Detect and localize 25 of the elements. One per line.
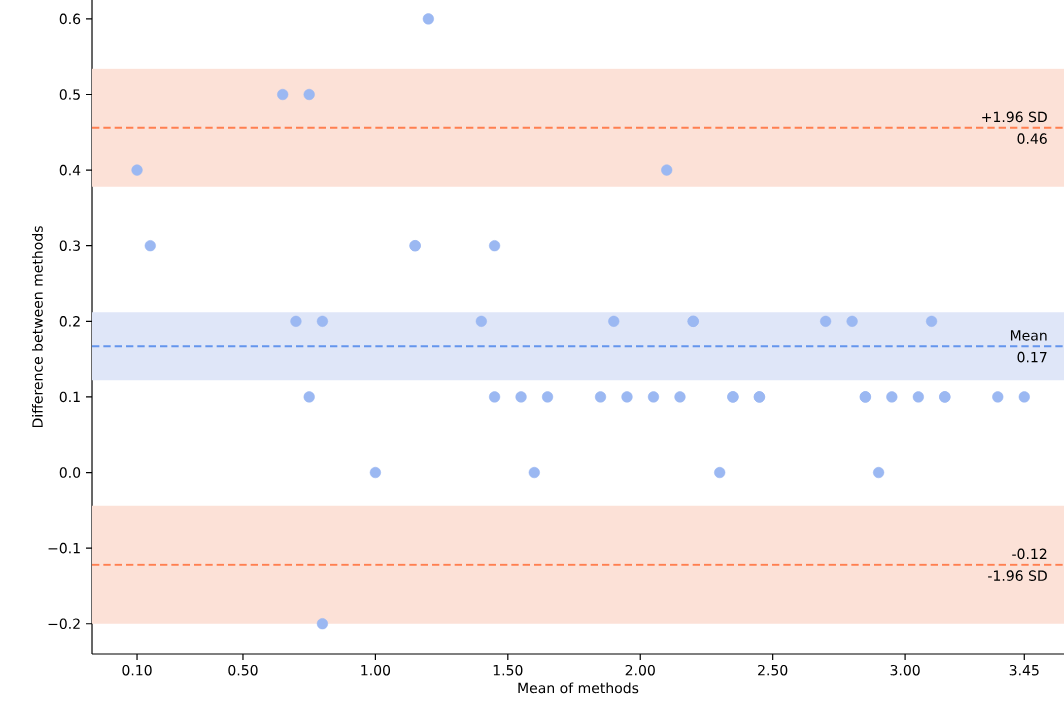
x-tick-label: 0.50 [228,664,258,676]
y-tick-label: 0.3 [59,240,80,251]
y-tick-label: 0.5 [59,89,80,100]
x-tick-label: 2.00 [625,664,655,676]
x-tick-label: 2.50 [758,664,788,676]
x-tick-label: 0.10 [122,664,152,676]
ref-line-label: -1.96 SD [988,570,1047,581]
y-tick-label: −0.2 [48,618,80,630]
y-tick-label: −0.1 [48,542,80,554]
y-tick-label: 0.6 [59,13,81,25]
x-tick-label: 1.00 [361,664,391,676]
ref-line-label: +1.96 SD [982,111,1047,123]
x-axis-title: Mean of methods [518,682,639,694]
x-tick-label: 3.45 [1009,664,1039,676]
annotation: 0.46 [1017,133,1047,144]
y-axis-title: Difference between methods [31,226,43,428]
ref-line-label: Mean [1010,330,1047,341]
y-tick-label: 0.1 [59,391,80,403]
annotation: 0.17 [1017,351,1047,363]
x-tick-label: 3.00 [890,664,920,676]
x-tick-label: 1.50 [493,664,523,676]
annotation: -0.12 [1012,548,1047,560]
y-tick-label: 0.2 [59,316,80,327]
y-tick-label: 0.4 [59,164,81,176]
y-tick-label: 0.0 [59,467,81,478]
